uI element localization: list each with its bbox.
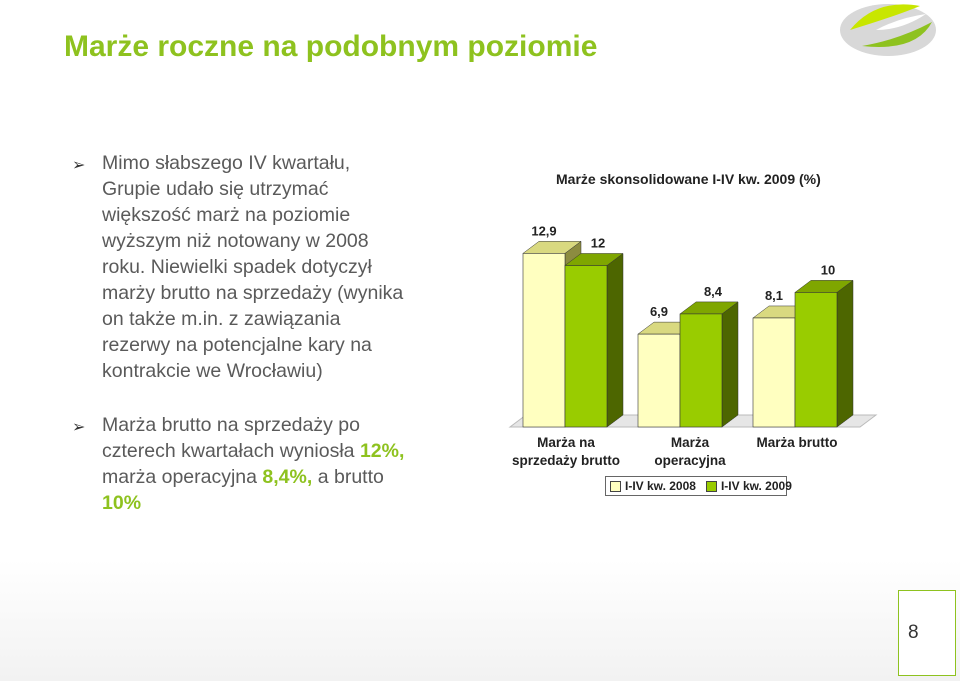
category-label-2: Marża brutto xyxy=(727,434,867,452)
category-label-2-line-0: Marża brutto xyxy=(756,435,838,450)
legend-swatch-2009 xyxy=(705,480,717,492)
page-title: Marże roczne na podobnym poziomie xyxy=(64,30,598,63)
category-label-1: Marża operacyjna xyxy=(620,434,760,470)
data-label-1-1: 8,4 xyxy=(704,284,723,299)
highlight-gross-margin: 12%, xyxy=(359,440,405,462)
category-label-0: Marża na sprzedaży brutto xyxy=(496,434,636,470)
category-label-0-line-0: Marża na xyxy=(537,435,595,450)
category-label-1-line-0: Marża xyxy=(670,435,710,450)
legend-item-2009: I-IV kw. 2009 xyxy=(705,479,792,493)
legend-swatch-2008 xyxy=(610,480,621,492)
bar-side-1-2 xyxy=(836,279,854,428)
bar-0-1 xyxy=(637,333,681,428)
data-label-1-0: 12 xyxy=(591,235,605,250)
data-label-1-2: 10 xyxy=(821,262,835,277)
footer-band xyxy=(0,560,960,681)
legend-label-2008: I-IV kw. 2008 xyxy=(625,479,696,493)
bar-1-0 xyxy=(564,265,608,428)
legend-item-2008: I-IV kw. 2008 xyxy=(610,479,696,493)
bullet-text-2a: Marża brutto na sprzedaży po czterech kw… xyxy=(102,414,360,462)
category-label-0-line-1: sprzedaży brutto xyxy=(511,453,620,468)
page-number-box xyxy=(898,590,956,676)
bar-0-2 xyxy=(752,317,796,428)
data-label-0-1: 6,9 xyxy=(650,304,668,319)
bullet-text-2b: marża operacyjna xyxy=(102,466,263,488)
bullet-text-2c: a brutto xyxy=(312,466,384,488)
bar-side-1-0 xyxy=(606,252,624,428)
highlight-operating-margin: 8,4%, xyxy=(262,466,313,488)
company-logo xyxy=(840,4,936,56)
bullet-item-2: ➢ Marża brutto na sprzedaży po czterech … xyxy=(72,412,412,516)
bar-0-0 xyxy=(522,253,566,428)
bullet-list: ➢ Mimo słabszego IV kwartału, Grupie uda… xyxy=(72,150,412,516)
chart-title: Marże skonsolidowane I-IV kw. 2009 (%) xyxy=(556,171,821,187)
page-number: 8 xyxy=(908,622,919,643)
arrow-bullet-icon: ➢ xyxy=(72,157,86,174)
legend-label-2009: I-IV kw. 2009 xyxy=(720,479,792,493)
bullet-text-1: Mimo słabszego IV kwartału, Grupie udało… xyxy=(102,152,404,382)
highlight-pretax-margin: 10% xyxy=(102,492,142,514)
chart-legend: I-IV kw. 2008 I-IV kw. 2009 xyxy=(605,476,792,496)
arrow-bullet-icon: ➢ xyxy=(72,419,86,436)
data-label-0-2: 8,1 xyxy=(765,288,783,303)
bar-1-2 xyxy=(794,292,838,428)
margin-bar-chart: 12,9 12 6,9 8,4 8,1 10 xyxy=(508,223,878,428)
category-label-1-line-1: operacyjna xyxy=(654,453,726,468)
bar-side-1-1 xyxy=(721,301,739,428)
data-label-0-0: 12,9 xyxy=(531,223,556,238)
bar-1-1 xyxy=(679,313,723,428)
bullet-item-1: ➢ Mimo słabszego IV kwartału, Grupie uda… xyxy=(72,150,412,384)
